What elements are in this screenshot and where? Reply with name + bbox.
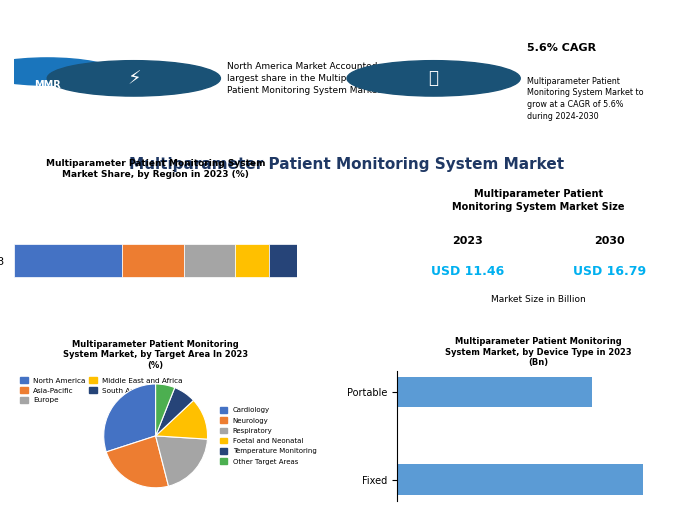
Text: North America Market Accounted
largest share in the Multiparameter
Patient Monit: North America Market Accounted largest s… xyxy=(227,62,389,95)
Text: 🔥: 🔥 xyxy=(429,69,439,87)
Text: 2023: 2023 xyxy=(452,236,483,246)
Title: Multiparameter Patient Monitoring System
Market Share, by Region in 2023 (%): Multiparameter Patient Monitoring System… xyxy=(46,159,265,179)
Text: USD 16.79: USD 16.79 xyxy=(573,265,646,277)
Text: USD 11.46: USD 11.46 xyxy=(431,265,504,277)
Legend: Cardiology, Neurology, Respiratory, Foetal and Neonatal, Temperature Monitoring,: Cardiology, Neurology, Respiratory, Foet… xyxy=(217,405,319,467)
Wedge shape xyxy=(155,400,208,439)
Bar xyxy=(396,464,643,495)
Text: Multiparameter Patient
Monitoring System Market to
grow at a CAGR of 5.6%
during: Multiparameter Patient Monitoring System… xyxy=(527,77,643,121)
Text: ⚡: ⚡ xyxy=(127,69,141,88)
Wedge shape xyxy=(106,436,169,488)
Text: Market Size in Billion: Market Size in Billion xyxy=(491,295,586,304)
Title: Multiparameter Patient Monitoring
System Market, by Device Type in 2023
(Bn): Multiparameter Patient Monitoring System… xyxy=(445,337,632,367)
Bar xyxy=(235,244,269,277)
Bar xyxy=(14,244,121,277)
Title: Multiparameter Patient Monitoring
System Market, by Target Area In 2023
(%): Multiparameter Patient Monitoring System… xyxy=(63,340,248,370)
Text: 5.6% CAGR: 5.6% CAGR xyxy=(527,43,596,53)
Bar xyxy=(269,244,298,277)
Text: Multiparameter Patient Monitoring System Market: Multiparameter Patient Monitoring System… xyxy=(130,157,564,172)
Text: Multiparameter Patient
Monitoring System Market Size: Multiparameter Patient Monitoring System… xyxy=(452,189,625,212)
Circle shape xyxy=(47,61,221,96)
Circle shape xyxy=(347,61,520,96)
Bar xyxy=(121,244,184,277)
Circle shape xyxy=(0,58,114,85)
Wedge shape xyxy=(103,384,155,452)
Bar xyxy=(396,377,592,407)
Wedge shape xyxy=(155,388,194,436)
Bar xyxy=(184,244,235,277)
Wedge shape xyxy=(155,384,175,436)
Legend: North America, Asia-Pacific, Europe, Middle East and Africa, South America: North America, Asia-Pacific, Europe, Mid… xyxy=(17,375,186,406)
Text: 2030: 2030 xyxy=(594,236,625,246)
Text: MMR: MMR xyxy=(34,80,60,90)
Wedge shape xyxy=(155,436,208,486)
